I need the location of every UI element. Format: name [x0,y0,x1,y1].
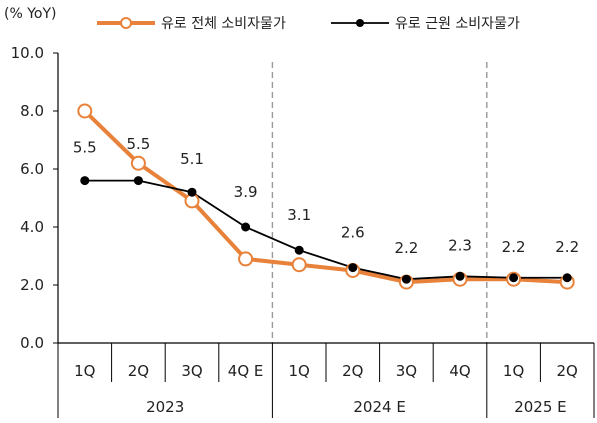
series-line-1 [83,109,568,285]
data-label: 2.6 [341,224,365,242]
series-2-point [187,187,197,197]
series-2-point [133,176,143,186]
series-layer [77,103,575,290]
x-tick-label: 3Q [181,362,202,380]
series-2-point [241,222,251,232]
data-label: 2.3 [448,236,472,254]
series-1-point [77,103,93,119]
data-label: 5.5 [126,135,150,153]
x-tick-label: 2Q [342,362,363,380]
x-tick-label: 1Q [74,362,95,380]
y-tick-label: 0.0 [20,334,44,352]
x-group-label: 2023 [146,398,184,416]
y-tick-label: 4.0 [20,218,44,236]
x-tick-label: 2Q [557,362,578,380]
series-2-point [294,245,304,255]
x-group-label: 2024 E [353,398,405,416]
x-tick-label: 3Q [396,362,417,380]
x-tick-label: 1Q [289,362,310,380]
series-line-2 [84,179,568,281]
series-2-point [80,176,90,186]
data-label: 2.2 [394,239,418,257]
data-label: 3.9 [234,183,258,201]
y-tick-label: 6.0 [20,160,44,178]
legend-label: 유로 전체 소비자물가 [161,16,286,32]
legend-label: 유로 근원 소비자물가 [395,16,520,32]
data-label: 2.2 [555,238,579,256]
x-tick-label: 1Q [503,362,524,380]
y-tick-label: 8.0 [20,102,44,120]
series-2-point [348,263,358,273]
series-2-point [401,274,411,284]
data-label-layer: 5.5 5.5 5.1 3.9 3.1 2.6 2.2 2.3 2.2 2.2 [73,135,579,257]
data-label: 2.2 [502,238,526,256]
axis-layer: 0.0 2.0 4.0 6.0 8.0 10.0 1Q 2Q 3Q 4Q E 1Q 2Q 3Q 4Q 1Q 2… [11,44,595,418]
x-group-label: 2025 E [514,398,566,416]
legend: 유로 전체 소비자물가 유로 근원 소비자물가 [97,16,520,32]
legend-swatch-marker [120,17,132,29]
series-1-point [130,155,146,171]
data-label: 3.1 [287,206,311,224]
series-2-point [562,273,572,283]
separator-layer [271,62,488,343]
series-1-point [238,251,254,267]
x-tick-label: 4Q E [228,362,264,380]
series-1-point [291,257,307,273]
x-tick-label: 4Q [449,362,470,380]
series-2-point [455,271,465,281]
y-unit-label: (% YoY) [4,6,57,22]
y-tick-label: 2.0 [20,276,44,294]
data-label: 5.1 [180,150,204,168]
x-tick-label: 2Q [128,362,149,380]
y-tick-label: 10.0 [11,44,44,62]
series-2-point [509,273,519,283]
data-label: 5.5 [73,139,97,157]
legend-swatch-marker [356,19,364,27]
